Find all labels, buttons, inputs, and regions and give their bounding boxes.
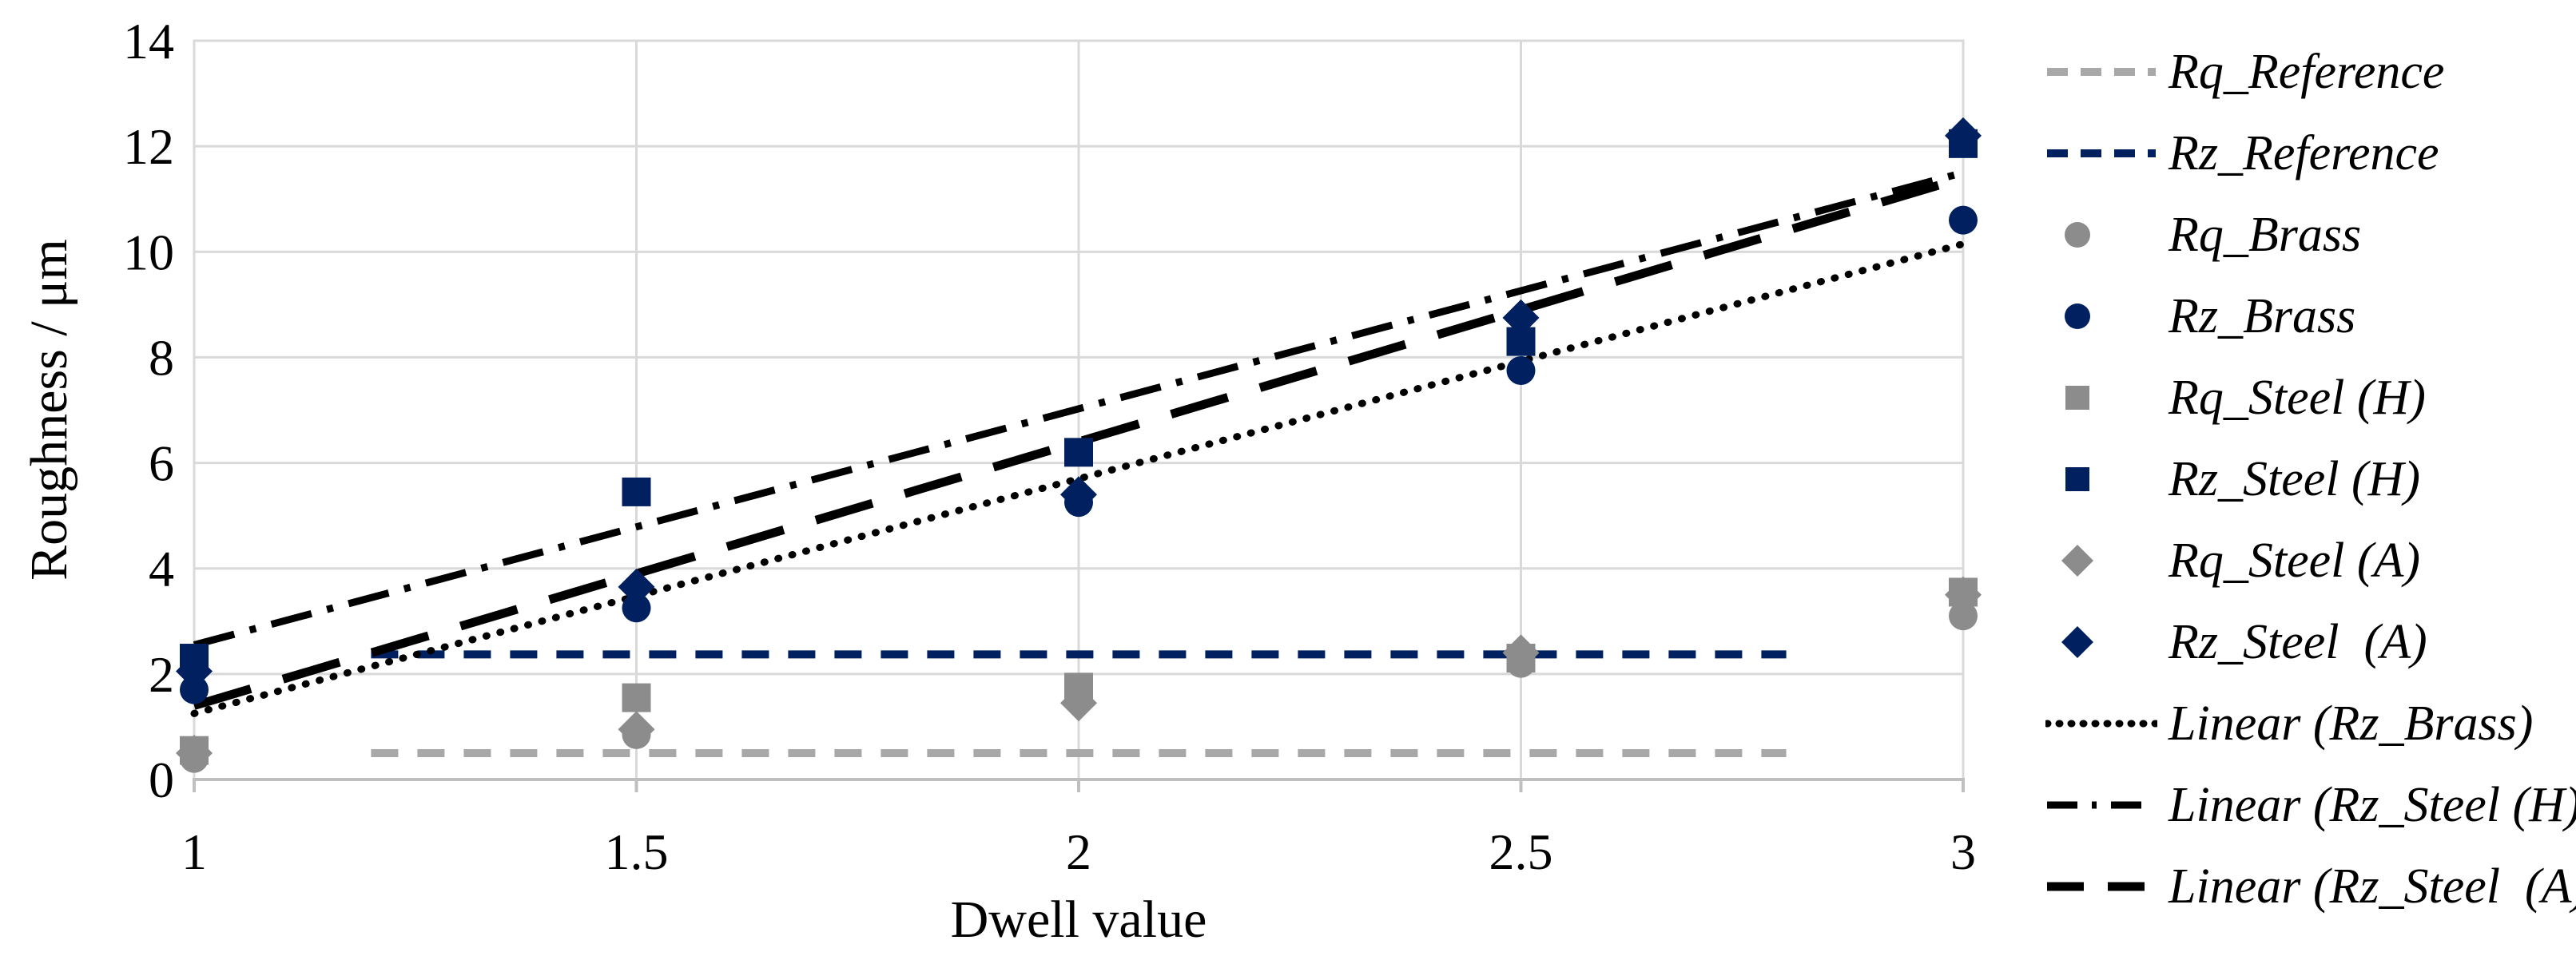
legend-item-Rz_Steel-(H): Rz_Steel (H) — [2045, 438, 2420, 520]
legend-swatch-line — [2047, 68, 2156, 76]
circle-marker-icon — [2065, 222, 2090, 248]
legend-item-Rq_Reference: Rq_Reference — [2045, 31, 2444, 113]
legend-label: Linear (Rz_Steel (A)) — [2169, 859, 2576, 914]
y-tick-label: 12 — [123, 118, 174, 175]
trendline-Linear (Rz_Steel (A)) — [193, 173, 1965, 710]
x-tick-label: 3 — [1950, 823, 1976, 880]
marker-Rq_Steel (A) — [1060, 684, 1097, 722]
legend-swatch-line — [2047, 801, 2156, 809]
legend-item-Rz_Steel-(A): Rz_Steel (A) — [2045, 601, 2427, 683]
legend-label: Rq_Steel (A) — [2169, 534, 2421, 588]
legend-label: Linear (Rz_Brass) — [2169, 696, 2534, 751]
legend-swatch-square — [2065, 467, 2089, 491]
y-tick-label: 0 — [149, 752, 174, 808]
legend-label: Rz_Reference — [2169, 126, 2439, 180]
x-tick-label: 1 — [181, 823, 207, 880]
marker-Rz_Steel (A) — [176, 653, 213, 690]
marker-Rz_Brass — [180, 675, 209, 704]
legend-label: Rz_Steel (A) — [2169, 615, 2427, 669]
marker-Rz_Steel (H) — [1064, 438, 1093, 467]
legend-swatch-line — [2047, 882, 2156, 891]
marker-Rq_Brass — [1949, 601, 1978, 631]
x-axis-title: Dwell value — [950, 891, 1207, 949]
legend-swatch-diamond — [2061, 626, 2093, 658]
marker-Rz_Steel (A) — [1502, 299, 1540, 336]
y-tick-label: 4 — [149, 541, 174, 597]
marker-Rq_Steel (A) — [1945, 576, 1982, 613]
marker-Rz_Brass — [1506, 355, 1536, 385]
trendline-Linear (Rz_Brass) — [190, 240, 1967, 717]
circle-marker-icon — [2065, 303, 2090, 329]
x-tick-label: 2.5 — [1489, 823, 1553, 880]
legend-item-Rz_Brass: Rz_Brass — [2045, 276, 2355, 357]
legend-item-Linear-(Rz_Steel-(H)): Linear (Rz_Steel (H)) — [2045, 764, 2576, 846]
marker-Rq_Steel (H) — [622, 683, 651, 712]
legend-item-Linear-(Rz_Steel-(A)): Linear (Rz_Steel (A)) — [2045, 846, 2576, 927]
y-tick-label: 14 — [123, 13, 174, 69]
y-axis-title: Roughness / μm — [20, 239, 78, 581]
y-tick-label: 10 — [123, 224, 174, 280]
legend-item-Linear-(Rz_Brass): Linear (Rz_Brass) — [2045, 683, 2533, 764]
marker-Rq_Steel (A) — [176, 734, 213, 772]
square-marker-icon — [2065, 386, 2089, 410]
legend-swatch-diamond — [2061, 545, 2093, 577]
marker-Rq_Steel (A) — [618, 711, 655, 748]
legend-swatch-line — [2047, 149, 2156, 157]
marker-Rz_Brass — [1949, 205, 1978, 235]
legend-item-Rq_Steel-(H): Rq_Steel (H) — [2045, 357, 2426, 438]
diamond-marker-icon — [2061, 626, 2093, 658]
legend-label: Rq_Reference — [2169, 45, 2445, 99]
diamond-marker-icon — [2061, 545, 2093, 577]
legend-swatch-circle — [2065, 222, 2090, 248]
legend-label: Rq_Steel (H) — [2169, 371, 2426, 425]
legend-label: Rz_Steel (H) — [2169, 452, 2421, 506]
legend-label: Rq_Brass — [2169, 208, 2362, 262]
legend-swatch-line — [2045, 720, 2157, 728]
marker-Rz_Steel (A) — [1945, 117, 1982, 154]
x-tick-label: 2 — [1066, 823, 1091, 880]
y-tick-label: 2 — [149, 646, 174, 703]
marker-Rz_Steel (A) — [1060, 476, 1097, 514]
legend-label: Rz_Brass — [2169, 289, 2356, 343]
marker-Rz_Steel (A) — [618, 568, 655, 605]
legend-item-Rq_Steel-(A): Rq_Steel (A) — [2045, 520, 2420, 601]
marker-Rz_Brass — [622, 593, 651, 623]
square-marker-icon — [2065, 467, 2089, 491]
legend-swatch-circle — [2065, 303, 2090, 329]
x-tick-label: 1.5 — [605, 823, 669, 880]
legend-item-Rq_Brass: Rq_Brass — [2045, 194, 2361, 276]
trendline-Linear (Rz_Steel (H)) — [193, 169, 1965, 649]
marker-Rq_Steel (A) — [1502, 634, 1540, 672]
y-tick-label: 8 — [149, 329, 174, 386]
y-tick-label: 6 — [149, 435, 174, 492]
legend-label: Linear (Rz_Steel (H)) — [2169, 778, 2576, 832]
legend: Rq_Reference Rz_Reference Rq_Brass Rz_Brass… — [2045, 0, 2576, 960]
legend-swatch-square — [2065, 386, 2089, 410]
marker-Rz_Steel (H) — [622, 477, 651, 506]
legend-item-Rz_Reference: Rz_Reference — [2045, 113, 2439, 194]
